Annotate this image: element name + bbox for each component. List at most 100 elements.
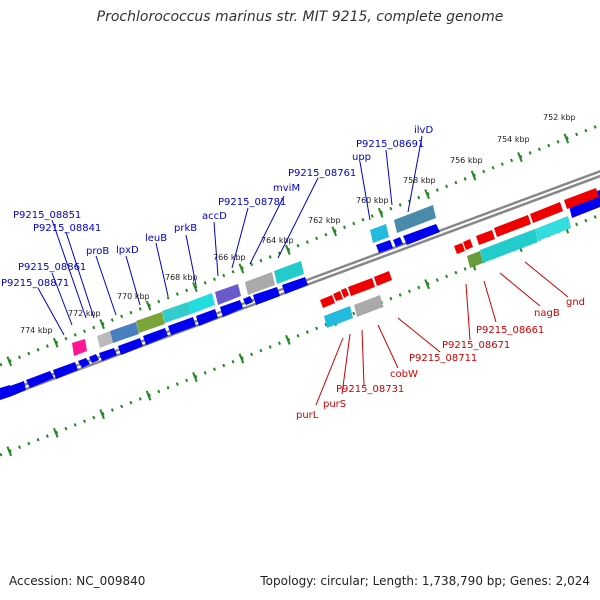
reverse-feature[interactable]: [354, 295, 383, 317]
scale-label: 752 kbp: [543, 113, 576, 122]
gene-label-purL[interactable]: purL: [296, 410, 319, 421]
gene-label-accD[interactable]: accD: [202, 211, 227, 222]
forward-feature[interactable]: [188, 293, 215, 314]
scale-tick: [331, 226, 338, 237]
scale-label: 766 kbp: [213, 253, 246, 262]
gene-label-mviM[interactable]: mviM: [273, 183, 300, 194]
forward-gene[interactable]: [26, 371, 54, 388]
genome-summary-text: Topology: circular; Length: 1,738,790 bp…: [260, 574, 590, 588]
forward-feature[interactable]: [274, 261, 304, 284]
scale-tick: [238, 263, 245, 274]
scale-label: 754 kbp: [497, 135, 530, 144]
scale-label: 772 kbp: [68, 309, 101, 318]
reverse-gene[interactable]: [476, 230, 495, 245]
forward-gene[interactable]: [220, 300, 243, 317]
forward-feature[interactable]: [162, 302, 191, 323]
forward-gene[interactable]: [393, 237, 403, 247]
reverse-gene[interactable]: [564, 188, 599, 209]
reverse-gene[interactable]: [320, 295, 335, 308]
reverse-gene-track: [320, 188, 599, 328]
scale-label: 770 kbp: [117, 292, 150, 301]
reverse-gene[interactable]: [494, 215, 531, 237]
gene-label-prkB[interactable]: prkB: [174, 223, 197, 234]
forward-gene[interactable]: [78, 358, 90, 368]
forward-gene[interactable]: [282, 277, 308, 294]
forward-feature[interactable]: [136, 312, 165, 333]
genome-title: Prochlorococcus marinus str. MIT 9215, c…: [96, 9, 504, 25]
scale-tick: [52, 337, 59, 348]
gene-label-p9215-08841[interactable]: P9215_08841: [33, 223, 101, 234]
reverse-feature[interactable]: [535, 216, 571, 241]
scale-label: 768 kbp: [165, 273, 198, 282]
scale-tick: [285, 244, 291, 255]
forward-gene[interactable]: [118, 338, 143, 355]
gene-label-p9215-08731[interactable]: P9215_08731: [336, 384, 404, 395]
forward-gene[interactable]: [0, 385, 12, 400]
reverse-gene[interactable]: [348, 278, 375, 296]
reverse-feature[interactable]: [467, 251, 483, 268]
forward-feature[interactable]: [215, 284, 241, 305]
forward-gene[interactable]: [243, 296, 253, 305]
reverse-feature[interactable]: [480, 229, 538, 263]
scale-label: 756 kbp: [450, 156, 483, 165]
accession-text: Accession: NC_009840: [9, 574, 146, 588]
gene-label-p9215-08861[interactable]: P9215_08861: [18, 262, 86, 273]
scale-tick: [145, 300, 152, 311]
forward-feature[interactable]: [370, 224, 389, 243]
gene-label-p9215-08871[interactable]: P9215_08871: [1, 278, 69, 289]
gene-label-p9215-08671[interactable]: P9215_08671: [442, 340, 510, 351]
gene-label-p9215-08711[interactable]: P9215_08711: [409, 353, 477, 364]
forward-gene[interactable]: [143, 328, 168, 345]
gene-label-gnd[interactable]: gnd: [566, 297, 585, 308]
gene-label-p9215-08761[interactable]: P9215_08761: [288, 168, 356, 179]
reverse-leader-lines: [315, 261, 569, 406]
forward-gene[interactable]: [403, 224, 440, 245]
gene-label-nagB[interactable]: nagB: [534, 308, 560, 319]
forward-leader-lines: [37, 135, 423, 336]
reverse-gene[interactable]: [333, 291, 343, 301]
forward-gene[interactable]: [10, 381, 26, 396]
forward-feature[interactable]: [97, 331, 113, 348]
forward-feature[interactable]: [394, 205, 436, 233]
forward-gene[interactable]: [376, 240, 393, 253]
scale-label: 764 kbp: [261, 236, 294, 245]
gene-label-lpxD[interactable]: lpxD: [116, 245, 139, 256]
forward-gene[interactable]: [253, 287, 280, 305]
scale-tick: [517, 152, 523, 163]
gene-label-p9215-08691[interactable]: P9215_08691: [356, 139, 424, 150]
gene-label-ilvD[interactable]: ilvD: [414, 125, 433, 136]
scale-tick: [470, 170, 477, 181]
scale-label: 774 kbp: [20, 326, 53, 335]
forward-gene[interactable]: [168, 317, 196, 335]
forward-gene[interactable]: [196, 309, 218, 326]
reverse-feature[interactable]: [324, 306, 353, 328]
reverse-gene[interactable]: [463, 239, 473, 250]
reverse-gene[interactable]: [530, 202, 563, 223]
scale-tick: [145, 390, 152, 401]
forward-feature[interactable]: [110, 322, 139, 343]
forward-gene[interactable]: [53, 362, 78, 379]
gene-label-p9215-08851[interactable]: P9215_08851: [13, 210, 81, 221]
scale-tick: [6, 356, 13, 367]
scale-label: 760 kbp: [356, 196, 389, 205]
gene-label-cobW[interactable]: cobW: [390, 369, 418, 380]
gene-label-leuB[interactable]: leuB: [145, 233, 167, 244]
gene-label-upp[interactable]: upp: [352, 152, 371, 163]
reverse-gene[interactable]: [374, 271, 392, 286]
reverse-gene[interactable]: [341, 288, 349, 298]
gene-label-purS[interactable]: purS: [323, 399, 346, 410]
forward-gene[interactable]: [89, 354, 99, 363]
forward-gene[interactable]: [99, 348, 117, 361]
forward-feature[interactable]: [72, 339, 87, 356]
scale-tick: [192, 282, 198, 293]
scale-tick: [563, 133, 570, 144]
reverse-gene[interactable]: [454, 243, 465, 254]
forward-feature[interactable]: [245, 272, 275, 295]
scale-tick: [6, 446, 13, 457]
gene-label-proB[interactable]: proB: [86, 246, 109, 257]
gene-label-p9215-08781[interactable]: P9215_08781: [218, 197, 286, 208]
gene-label-p9215-08661[interactable]: P9215_08661: [476, 325, 544, 336]
scale-tick: [52, 427, 59, 438]
scale-tick: [285, 334, 291, 345]
